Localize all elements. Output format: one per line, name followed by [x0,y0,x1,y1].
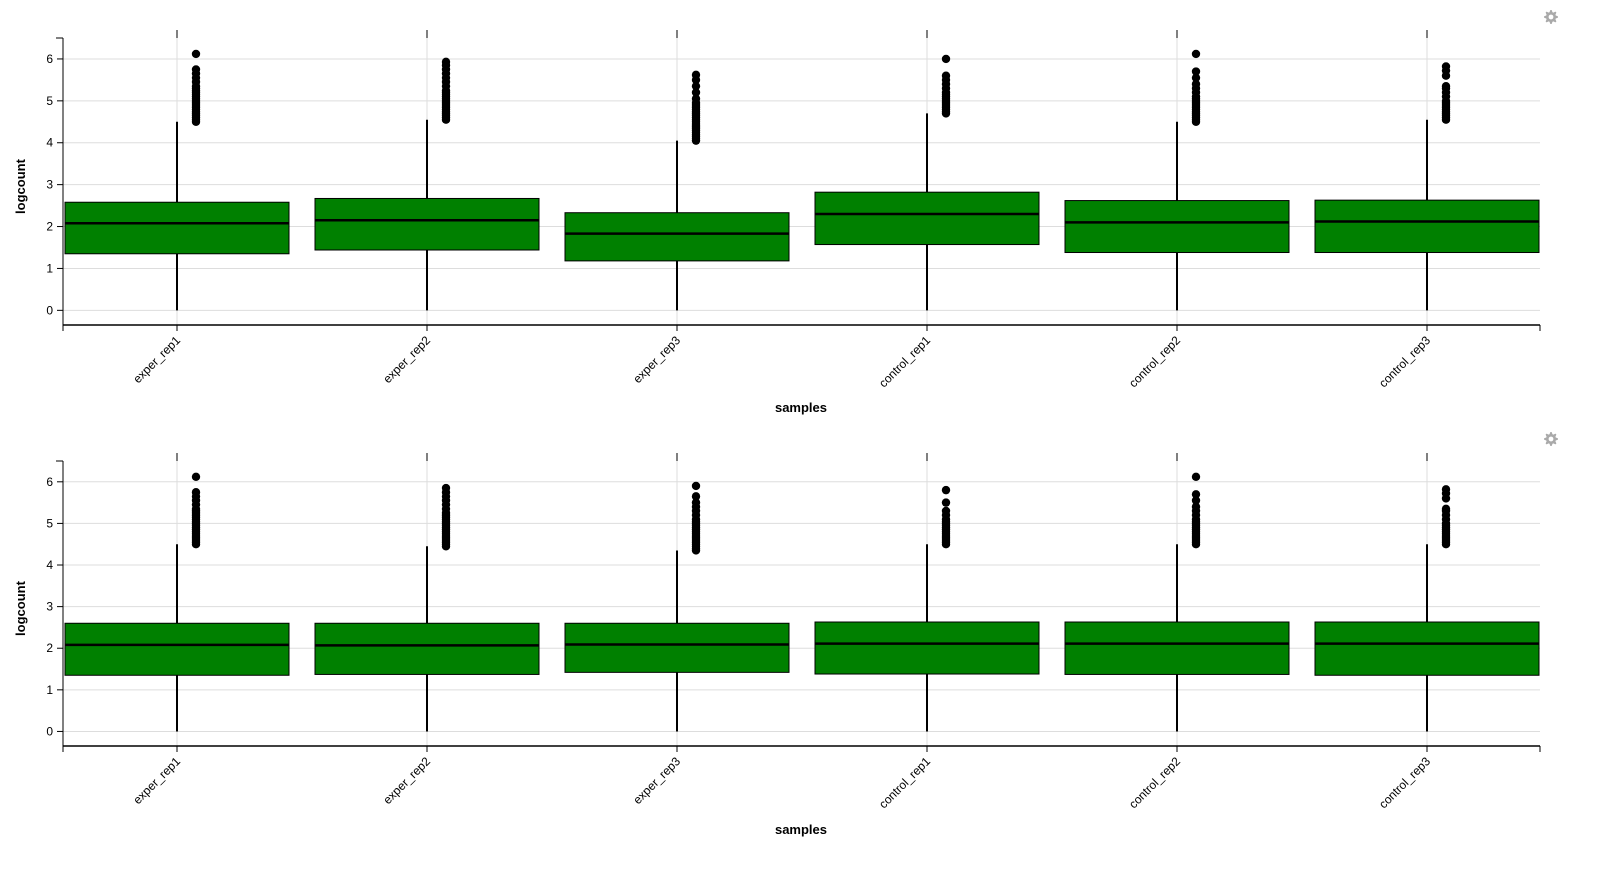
outlier-point [1191,79,1201,89]
outlier-point [1191,73,1201,83]
y-axis-title: logcount [13,158,28,214]
x-tick-label: control_rep1 [876,333,933,390]
x-tick-label: control_rep3 [1376,333,1433,390]
box-control_rep2 [1064,472,1290,732]
outlier-point [1441,81,1451,91]
box-exper_rep1 [64,472,290,732]
outlier-point [691,88,701,97]
outlier-point [941,506,951,516]
y-tick-label: 2 [46,641,53,655]
y-tick-label: 2 [46,220,53,234]
chart-panel-1: 0 1 2 3 4 5 6 logcount exper_rep1 exper_rep2 exper… [13,10,1558,415]
box-control_rep1 [814,485,1040,732]
x-tick-label: control_rep2 [1126,333,1183,390]
x-tick-label: control_rep1 [876,754,933,811]
box-body [314,197,540,251]
outlier-point [941,485,951,495]
box-control_rep3 [1314,485,1540,732]
box-exper_rep1 [64,49,290,311]
box-control_rep3 [1314,62,1540,311]
y-tick-label: 0 [46,303,53,317]
y-tick-label: 4 [46,136,53,150]
gridlines [63,38,1540,325]
y-tick-label: 3 [46,178,53,192]
outlier-point [1191,67,1201,76]
outlier-point [441,483,451,493]
x-tick-label: control_rep2 [1126,754,1183,811]
outlier-point [191,488,201,497]
x-tick-label: exper_rep1 [130,333,183,386]
y-tick-label: 0 [46,724,53,738]
y-tick-label: 3 [46,600,53,614]
outlier-point [441,57,451,67]
outlier-point [1441,62,1451,71]
x-tick-label: exper_rep2 [380,754,433,807]
y-tick-label: 6 [46,52,53,66]
box-body [64,622,290,676]
box-exper_rep3 [564,481,790,732]
box-body [564,622,790,673]
box-body [1064,621,1290,675]
box-control_rep1 [814,54,1040,311]
x-tick-label: exper_rep3 [630,333,683,386]
y-axis: 0 1 2 3 4 5 6 logcount [13,37,64,325]
y-tick-label: 1 [46,683,53,697]
outlier-point [941,54,951,64]
y-axis: 0 1 2 3 4 5 6 logcount [13,460,64,746]
y-tick-label: 1 [46,261,53,275]
outlier-point [691,81,701,91]
gear-icon-hole[interactable] [1548,436,1554,442]
outlier-point [1441,504,1451,514]
gridlines [63,461,1540,746]
gear-icon[interactable] [1544,432,1558,446]
box-body [64,201,290,255]
outlier-point [1441,485,1451,494]
outlier-point [191,65,201,74]
box-body [814,191,1040,246]
box-body [814,621,1040,675]
box-body [1314,199,1540,254]
outlier-point [691,94,701,103]
y-axis-title: logcount [13,580,28,636]
outlier-point [191,49,201,59]
outlier-point [1191,49,1201,59]
box-body [314,622,540,675]
outlier-point [1191,472,1201,482]
outlier-point [1191,496,1201,505]
chart-panel-2: 0 1 2 3 4 5 6 logcount exper_rep1 exper_rep2 exper… [13,432,1558,837]
x-tick-label: exper_rep3 [630,754,683,807]
y-tick-label: 5 [46,94,53,108]
box-exper_rep3 [564,70,790,311]
x-axis-title: samples [775,400,827,415]
box-exper_rep2 [314,57,540,311]
box-body [1314,621,1540,676]
box-control_rep2 [1064,49,1290,311]
y-tick-label: 5 [46,516,53,530]
outlier-point [691,492,701,501]
x-tick-label: control_rep3 [1376,754,1433,811]
y-tick-label: 4 [46,558,53,572]
outlier-point [941,71,951,80]
gear-icon[interactable] [1544,10,1558,24]
outlier-point [1191,502,1201,511]
outlier-point [1191,490,1201,499]
x-tick-label: exper_rep1 [130,754,183,807]
outlier-point [691,70,701,80]
outlier-point [691,498,701,507]
box-body [564,212,790,262]
y-tick-label: 6 [46,475,53,489]
box-exper_rep2 [314,483,540,732]
outlier-point [691,481,701,491]
x-tick-label: exper_rep2 [380,333,433,386]
gear-icon-hole[interactable] [1548,14,1554,20]
x-axis-title: samples [775,822,827,837]
outlier-point [191,472,201,482]
outlier-point [941,498,951,507]
box-body [1064,200,1290,254]
